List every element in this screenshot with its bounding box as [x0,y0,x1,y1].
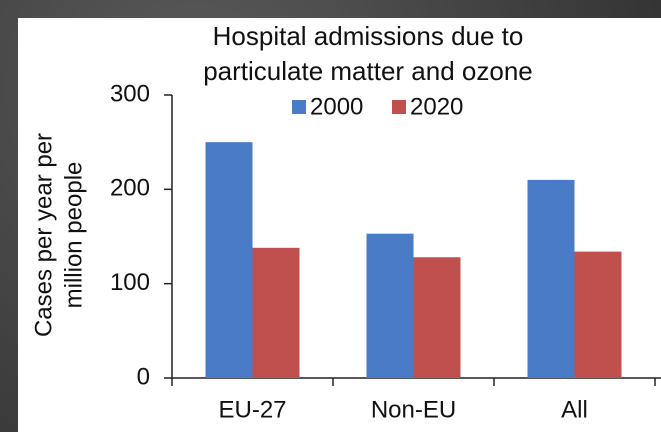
bar [366,233,414,378]
bar [574,251,622,378]
x-tick-label: EU-27 [218,396,286,423]
x-tick-label: Non-EU [371,396,456,423]
legend-swatch [392,100,406,114]
legend-label: 2020 [410,93,463,120]
y-tick-label: 100 [110,269,150,296]
bar [527,179,575,378]
y-axis-label: million people [60,162,87,309]
legend-swatch [292,100,306,114]
y-tick-label: 300 [110,80,150,107]
chart-title: particulate matter and ozone [203,56,533,86]
bar [205,142,253,378]
y-tick-label: 200 [110,175,150,202]
y-tick-label: 0 [137,363,150,390]
bar [413,257,461,378]
legend-label: 2000 [310,93,363,120]
y-axis-label: Cases per year per million people [30,133,87,337]
chart-title: Hospital admissions due to [213,21,524,51]
x-tick-label: All [561,396,588,423]
bar [252,247,300,378]
y-axis-label: Cases per year per [30,133,57,337]
